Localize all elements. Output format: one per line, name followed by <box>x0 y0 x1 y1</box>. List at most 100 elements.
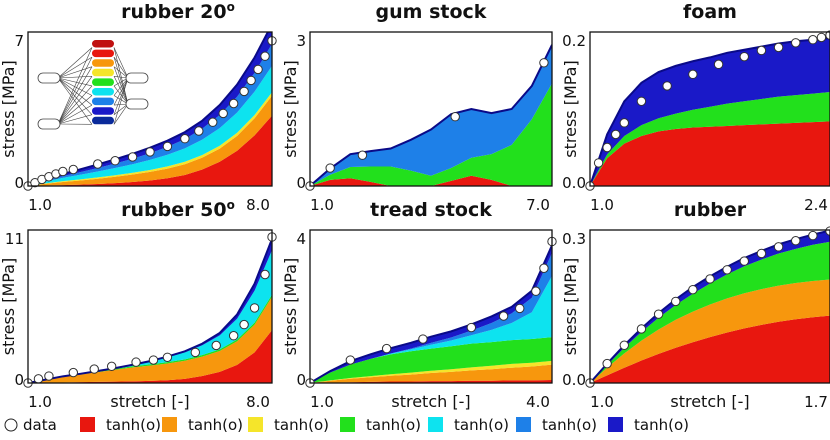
network-edge <box>113 77 129 106</box>
title-superscript: o <box>227 0 235 14</box>
data-point <box>619 118 629 128</box>
y-tick-label: 11 <box>5 230 24 248</box>
y-axis-label: stress [MPa] <box>281 258 300 355</box>
data-point <box>106 361 117 372</box>
area-green <box>590 241 830 383</box>
chart-panel-1: rubber 20o 0 7 1.0 8.0 stress [MPa] <box>0 0 277 214</box>
y-tick-label: 7 <box>14 32 24 50</box>
legend-swatch <box>162 417 177 432</box>
network-edge <box>113 76 129 105</box>
network-edge <box>113 77 129 96</box>
chart-title: rubber <box>674 199 747 221</box>
network-edge <box>57 47 93 79</box>
network-edge <box>113 77 129 115</box>
y-axis-label: stress [MPa] <box>0 258 18 355</box>
area-red <box>28 330 272 383</box>
data-point <box>246 75 256 86</box>
data-point <box>190 347 201 358</box>
area-red <box>590 121 830 186</box>
y-axis-label: stress [MPa] <box>281 60 300 157</box>
chart-title: rubber 20o <box>121 0 235 23</box>
data-point <box>110 156 120 166</box>
network-hidden-node <box>92 49 114 58</box>
area-orange <box>28 296 272 383</box>
data-point <box>180 134 190 144</box>
network-edge <box>57 77 93 115</box>
title-superscript: o <box>227 198 235 212</box>
network-hidden-node <box>92 88 114 96</box>
legend-label: tanh(o) <box>188 416 243 434</box>
model-curve <box>590 37 830 186</box>
data-point <box>611 129 621 140</box>
plot-area <box>310 44 552 186</box>
x-tick-label: 8.0 <box>246 393 270 411</box>
data-point <box>602 358 612 369</box>
axes-frame <box>589 31 830 187</box>
x-tick-label: 4.0 <box>526 393 550 411</box>
data-point <box>653 309 664 319</box>
data-point <box>593 158 604 168</box>
data-point <box>619 340 629 350</box>
legend: data tanh(o) tanh(o) tanh(o) tanh(o) tanh(o) t… <box>4 416 689 434</box>
legend-swatch <box>516 417 531 432</box>
area-cyan <box>28 65 272 186</box>
network-edge <box>57 77 93 96</box>
x-tick-label: 1.0 <box>310 196 334 214</box>
network-input-node <box>37 72 61 84</box>
area-green <box>310 337 552 383</box>
data-point <box>531 286 541 296</box>
data-point <box>466 322 477 333</box>
data-point <box>662 81 672 91</box>
data-point <box>148 355 159 365</box>
legend-label: tanh(o) <box>454 416 509 434</box>
area-red <box>310 175 552 186</box>
network-edge <box>57 76 93 79</box>
data-point <box>162 141 173 152</box>
legend-marker-circle <box>4 418 18 432</box>
data-point <box>688 284 698 295</box>
legend-label: data <box>23 416 57 434</box>
network-hidden-node <box>92 107 114 115</box>
data-point <box>239 86 249 97</box>
network-edge <box>113 56 129 79</box>
chart-panel-2: gum stock 0 3 1.0 7.0 stress [MPa] <box>281 1 553 214</box>
data-point <box>713 59 724 70</box>
data-point <box>418 334 428 344</box>
data-point <box>211 340 221 351</box>
x-axis-label: stretch [-] <box>391 392 470 411</box>
axes-frame <box>27 31 273 187</box>
data-point <box>33 374 44 384</box>
chart-title: rubber 50o <box>121 198 235 221</box>
data-point <box>636 324 647 334</box>
network-edge <box>57 56 93 125</box>
legend-swatch <box>608 417 623 432</box>
data-point <box>58 166 68 177</box>
data-point <box>260 269 270 280</box>
area-lightblue <box>310 44 552 186</box>
network-output-node <box>125 98 149 110</box>
x-tick-label: 2.4 <box>804 196 828 214</box>
area-green <box>590 92 830 186</box>
y-tick-label: 0.3 <box>562 230 586 248</box>
network-edge <box>113 57 129 105</box>
data-point <box>228 98 239 109</box>
data-point <box>756 45 767 56</box>
data-point <box>218 108 228 119</box>
area-navy <box>590 230 830 383</box>
chart-panel-3: foam 0.0 0.2 1.0 2.4 stress [MPa] <box>561 1 830 214</box>
data-point <box>450 112 460 122</box>
data-point <box>239 319 249 330</box>
axes-frame <box>309 229 553 384</box>
data-point <box>253 64 263 75</box>
data-point <box>539 263 549 273</box>
network-edge <box>113 47 129 79</box>
network-edge <box>113 47 129 105</box>
data-point <box>515 303 525 314</box>
plot-area <box>590 37 830 186</box>
x-tick-label: 1.0 <box>590 196 614 214</box>
x-tick-label: 1.0 <box>590 393 614 411</box>
data-point <box>162 352 173 362</box>
